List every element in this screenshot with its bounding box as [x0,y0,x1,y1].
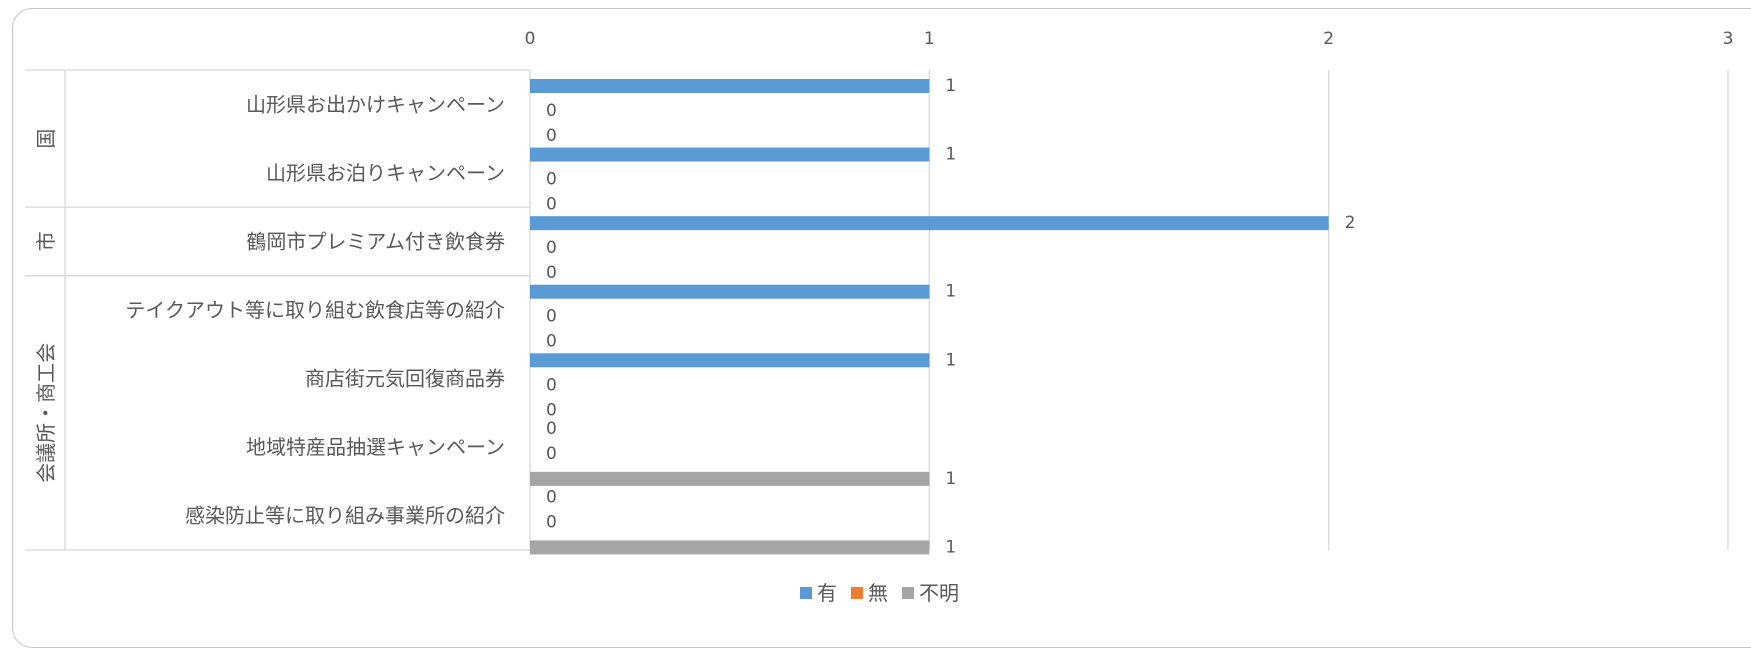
bar [530,79,930,93]
data-label: 0 [546,444,557,464]
bar [530,284,930,299]
data-label: 1 [945,282,956,302]
x-tick-label: 3 [1723,29,1734,49]
data-label: 0 [546,170,557,190]
category-label: 商店街元気回復商品券 [305,367,505,391]
x-tick-label: 2 [1323,29,1334,49]
bar [530,353,930,368]
data-label: 0 [546,400,557,420]
data-label: 0 [546,195,557,215]
data-label: 0 [546,375,557,395]
group-label: 会議所・商工会 [34,343,58,483]
category-label: 地域特産品抽選キャンペーン [246,435,505,459]
data-label: 0 [546,512,557,532]
data-label: 1 [945,145,956,165]
legend-swatch [800,587,812,599]
gridlines [928,70,1729,550]
group-label: 国 [34,129,58,149]
data-label: 0 [546,419,557,439]
data-label: 0 [546,263,557,283]
data-label: 1 [945,76,956,96]
category-label: テイクアウト等に取り組む飲食店等の紹介 [125,298,505,322]
data-label: 0 [546,238,557,258]
x-tick-label: 0 [525,29,536,49]
data-label: 2 [1345,213,1356,233]
category-label: 山形県お出かけキャンペーン [246,92,505,116]
data-label: 0 [546,101,557,121]
x-tick-label: 1 [924,29,935,49]
group-label: 市 [34,231,58,251]
category-label: 感染防止等に取り組み事業所の紹介 [185,504,505,528]
legend: 有 無 不明 [800,581,959,605]
legend-entry: 不明 [919,581,959,605]
legend-entry: 無 [868,581,888,605]
data-label: 1 [945,469,956,489]
category-label: 山形県お泊りキャンペーン [266,161,505,185]
data-label: 0 [546,487,557,507]
bar [530,216,1329,231]
legend-swatch [902,587,914,599]
data-label: 0 [546,332,557,352]
category-label: 鶴岡市プレミアム付き飲食券 [246,229,505,253]
legend-swatch [851,587,863,599]
data-label: 1 [945,350,956,370]
data-label: 1 [945,537,956,557]
legend-entry: 有 [817,581,837,605]
bars [530,79,1329,555]
bar [530,471,930,486]
bar [530,147,930,162]
data-label: 0 [546,126,557,146]
bar [530,540,930,555]
x-axis-ticks: 0 1 2 3 [525,29,1734,49]
data-label: 0 [546,307,557,327]
